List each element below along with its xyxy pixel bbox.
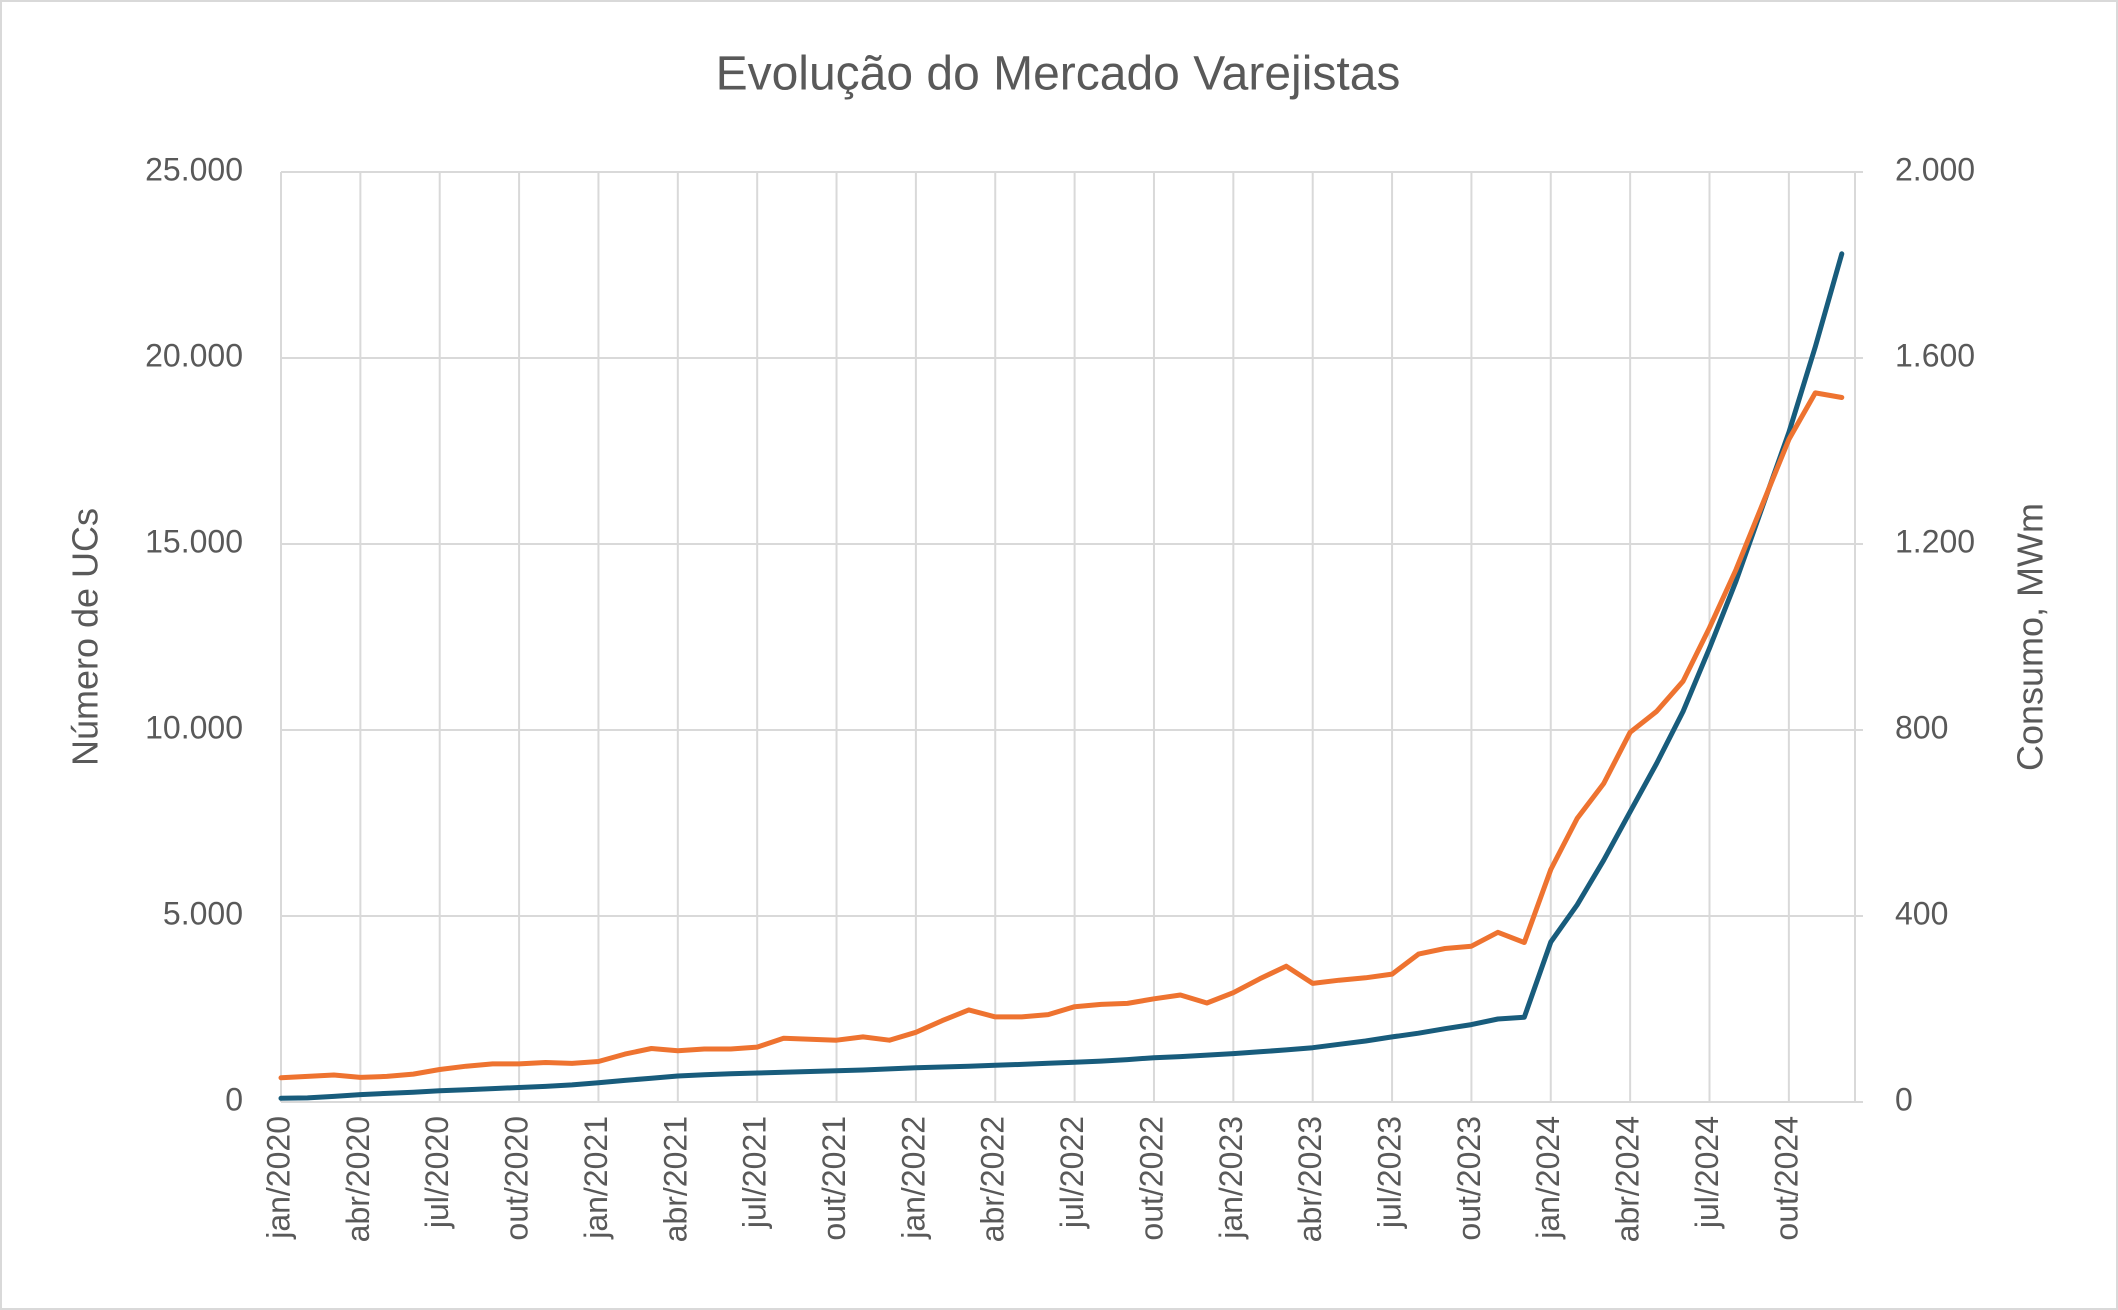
- x-tick-label: abr/2020: [340, 1116, 376, 1242]
- x-tick-label: jan/2023: [1213, 1116, 1249, 1240]
- x-tick-label: jul/2023: [1372, 1116, 1408, 1229]
- x-tick-label: abr/2023: [1292, 1116, 1328, 1242]
- y2-tick-label: 2.000: [1895, 151, 1975, 187]
- y-tick-label: 0: [225, 1081, 243, 1117]
- y2-tick-label: 1.200: [1895, 523, 1975, 559]
- series-line: [278, 251, 1845, 1101]
- x-tick-label: jul/2020: [419, 1116, 455, 1229]
- x-tick-label: abr/2021: [657, 1116, 693, 1242]
- y-tick-label: 20.000: [145, 337, 243, 373]
- y2-tick-label: 800: [1895, 709, 1948, 745]
- x-tick-label: jan/2024: [1530, 1116, 1566, 1240]
- y-tick-label: 5.000: [163, 895, 243, 931]
- x-tick-label: abr/2024: [1610, 1116, 1646, 1242]
- x-tick-label: out/2024: [1768, 1116, 1804, 1241]
- x-tick-label: out/2021: [816, 1116, 852, 1241]
- x-tick-label: jul/2022: [1054, 1116, 1090, 1229]
- series-line: [278, 390, 1845, 1081]
- x-tick-label: out/2022: [1133, 1116, 1169, 1241]
- x-tick-label: jan/2021: [578, 1116, 614, 1240]
- y-tick-label: 25.000: [145, 151, 243, 187]
- chart-title: Evolução do Mercado Varejistas: [716, 48, 1401, 101]
- y2-tick-label: 400: [1895, 895, 1948, 931]
- y2-tick-label: 1.600: [1895, 337, 1975, 373]
- x-tick-label: jan/2020: [260, 1116, 296, 1240]
- y-tick-label: 10.000: [145, 709, 243, 745]
- y-tick-label: 15.000: [145, 523, 243, 559]
- x-tick-label: jul/2021: [737, 1116, 773, 1229]
- x-tick-label: jan/2022: [895, 1116, 931, 1240]
- x-tick-label: abr/2022: [975, 1116, 1011, 1242]
- y-axis-title: Número de UCs: [65, 508, 106, 766]
- x-tick-label: out/2023: [1451, 1116, 1487, 1241]
- y2-axis-title: Consumo, MWm: [2010, 503, 2051, 771]
- x-tick-label: out/2020: [499, 1116, 535, 1241]
- x-tick-label: jul/2024: [1689, 1116, 1725, 1229]
- y2-tick-label: 0: [1895, 1081, 1913, 1117]
